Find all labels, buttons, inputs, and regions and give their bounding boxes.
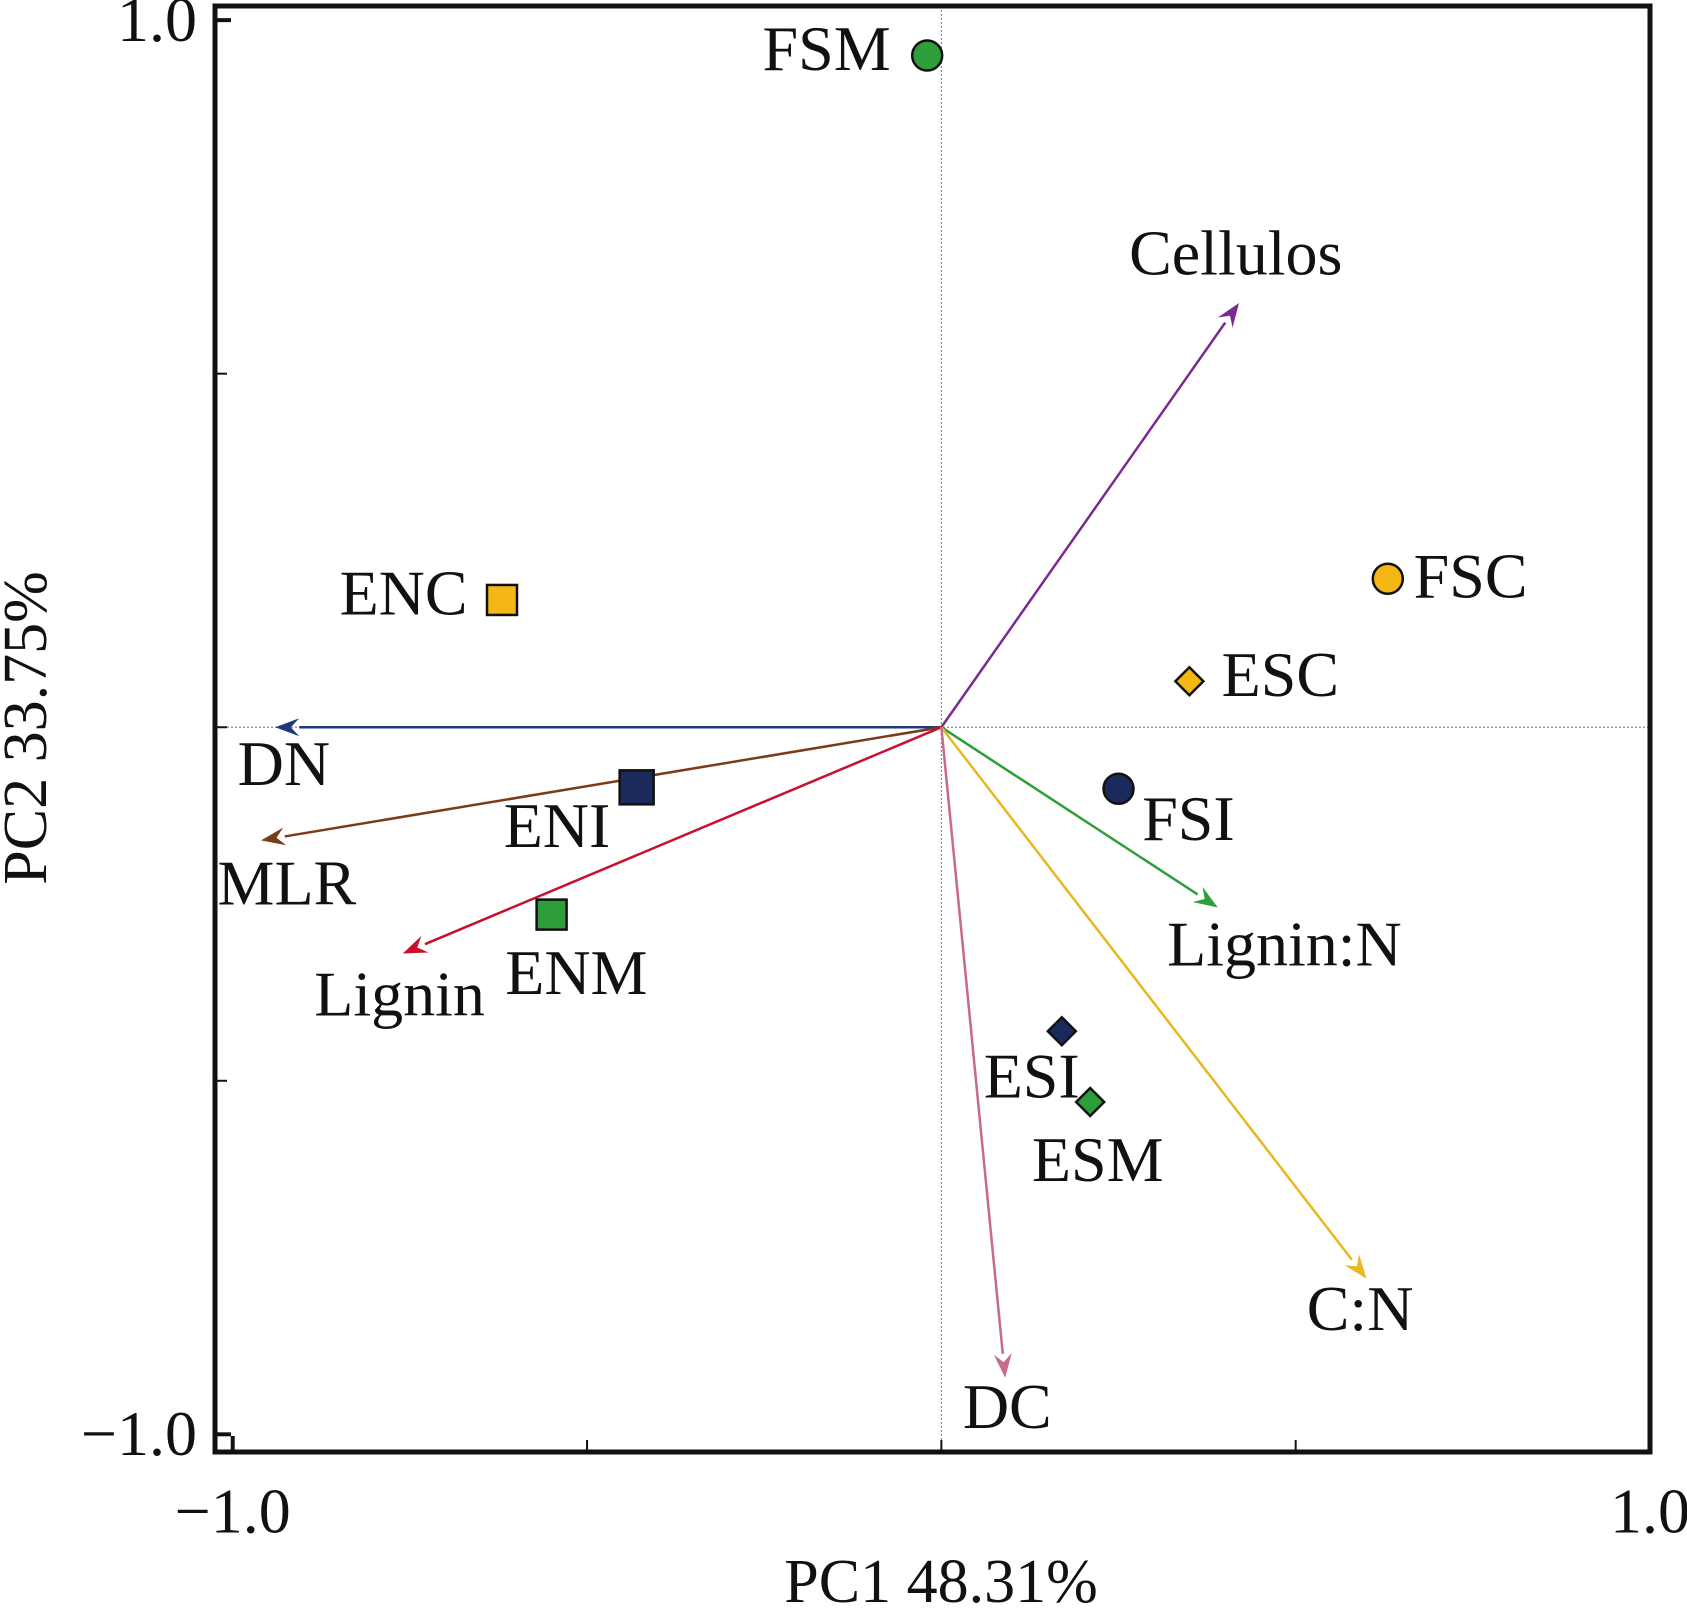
arrowhead: [275, 718, 300, 737]
vector-label: Cellulos: [1129, 218, 1342, 289]
score-point: [1102, 772, 1135, 805]
vector-label: C:N: [1307, 1273, 1414, 1344]
y-axis-title: PC2 33.75%: [0, 571, 60, 884]
x-tick-label: 1.0: [1610, 1476, 1687, 1547]
y-tick-label: 1.0: [117, 0, 197, 55]
point-label: ESM: [1032, 1124, 1164, 1195]
vector-label: DC: [963, 1371, 1052, 1442]
score-point: [1046, 1015, 1078, 1048]
score-point: [910, 39, 944, 72]
score-point: [535, 898, 568, 931]
loading-vector: [940, 321, 1227, 728]
x-tick-label: −1.0: [175, 1476, 291, 1547]
point-label: ESI: [984, 1041, 1080, 1112]
arrowhead: [1344, 1254, 1367, 1279]
point-label: FSC: [1414, 541, 1528, 612]
score-point: [1074, 1086, 1106, 1118]
y-tick-label: −1.0: [81, 1398, 197, 1469]
vector-label: MLR: [218, 848, 357, 919]
score-point: [485, 583, 519, 617]
point-label: ESC: [1222, 639, 1339, 710]
loading-vector: [940, 726, 1199, 896]
point-label: ENI: [504, 790, 611, 861]
x-axis-title: PC1 48.31%: [784, 1548, 1097, 1616]
arrowhead: [1192, 886, 1218, 908]
score-point: [618, 769, 655, 806]
loading-vector: [424, 726, 942, 946]
arrowhead: [402, 935, 429, 954]
arrowhead: [261, 827, 287, 846]
arrowhead: [993, 1352, 1012, 1378]
score-point: [1173, 665, 1206, 698]
loading-vector: [940, 726, 1353, 1261]
point-label: ENM: [505, 937, 647, 1008]
plot-frame: [212, 3, 1653, 1455]
vector-label: Lignin: [314, 959, 485, 1030]
point-label: FSI: [1142, 783, 1235, 854]
loading-vector: [284, 725, 942, 838]
point-label: FSM: [763, 13, 891, 84]
point-label: ENC: [340, 558, 468, 629]
score-point: [1371, 562, 1405, 595]
vector-label: DN: [238, 728, 330, 799]
loading-vector: [940, 727, 1005, 1354]
vector-label: Lignin:N: [1167, 908, 1402, 979]
arrowhead: [1217, 302, 1239, 328]
